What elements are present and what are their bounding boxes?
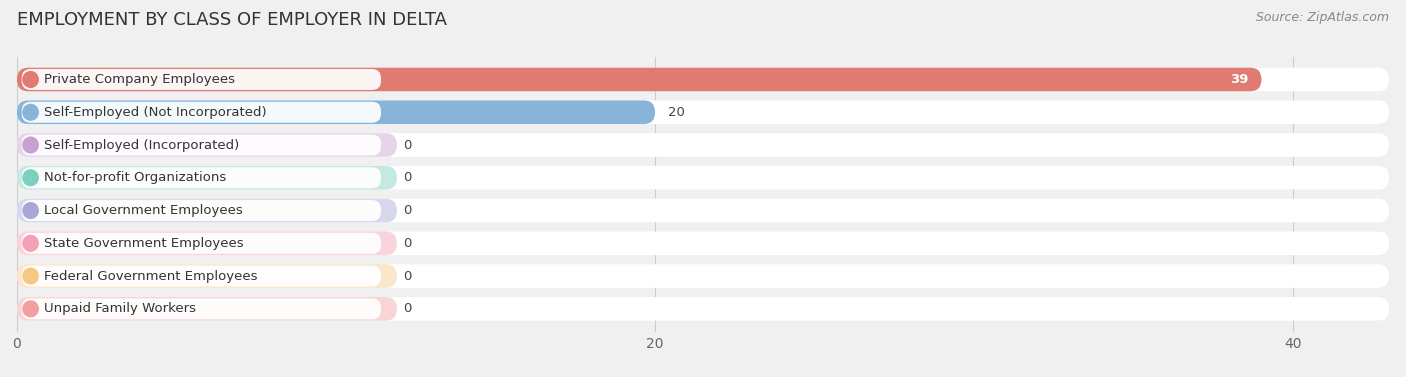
FancyBboxPatch shape [17,166,396,190]
Circle shape [22,268,38,284]
Text: Not-for-profit Organizations: Not-for-profit Organizations [44,171,226,184]
FancyBboxPatch shape [21,298,381,319]
FancyBboxPatch shape [21,69,381,90]
FancyBboxPatch shape [17,68,1261,91]
Text: 0: 0 [404,270,412,283]
Text: 0: 0 [404,138,412,152]
FancyBboxPatch shape [17,133,1389,157]
Text: Self-Employed (Not Incorporated): Self-Employed (Not Incorporated) [44,106,267,119]
Text: State Government Employees: State Government Employees [44,237,243,250]
FancyBboxPatch shape [17,264,396,288]
FancyBboxPatch shape [17,297,1389,320]
FancyBboxPatch shape [21,102,381,123]
Text: Unpaid Family Workers: Unpaid Family Workers [44,302,195,315]
Circle shape [22,301,38,317]
FancyBboxPatch shape [17,199,1389,222]
Circle shape [22,235,38,251]
Text: Private Company Employees: Private Company Employees [44,73,235,86]
FancyBboxPatch shape [17,100,1389,124]
FancyBboxPatch shape [17,231,1389,255]
FancyBboxPatch shape [21,233,381,254]
FancyBboxPatch shape [17,264,1389,288]
Text: Local Government Employees: Local Government Employees [44,204,243,217]
Circle shape [22,203,38,218]
FancyBboxPatch shape [17,297,396,320]
FancyBboxPatch shape [17,68,1389,91]
Text: Source: ZipAtlas.com: Source: ZipAtlas.com [1256,11,1389,24]
Text: 0: 0 [404,302,412,315]
Circle shape [22,137,38,153]
Text: EMPLOYMENT BY CLASS OF EMPLOYER IN DELTA: EMPLOYMENT BY CLASS OF EMPLOYER IN DELTA [17,11,447,29]
Text: 0: 0 [404,237,412,250]
Text: 0: 0 [404,171,412,184]
Text: 20: 20 [668,106,685,119]
FancyBboxPatch shape [21,167,381,188]
Text: 39: 39 [1230,73,1249,86]
Circle shape [22,170,38,185]
FancyBboxPatch shape [17,133,396,157]
Text: 0: 0 [404,204,412,217]
FancyBboxPatch shape [17,199,396,222]
FancyBboxPatch shape [17,166,1389,190]
Text: Federal Government Employees: Federal Government Employees [44,270,257,283]
FancyBboxPatch shape [21,135,381,155]
FancyBboxPatch shape [17,100,655,124]
FancyBboxPatch shape [21,200,381,221]
Circle shape [22,72,38,87]
Text: Self-Employed (Incorporated): Self-Employed (Incorporated) [44,138,239,152]
FancyBboxPatch shape [17,231,396,255]
Circle shape [22,104,38,120]
FancyBboxPatch shape [21,265,381,287]
